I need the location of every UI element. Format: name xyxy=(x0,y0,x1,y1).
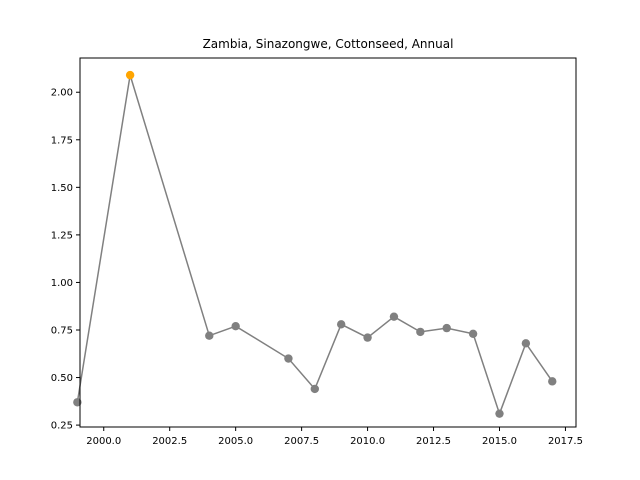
data-point xyxy=(310,384,320,394)
x-tick-label: 2010.0 xyxy=(350,436,385,447)
chart-title: Zambia, Sinazongwe, Cottonseed, Annual xyxy=(203,37,454,51)
data-point xyxy=(389,312,399,321)
y-tick-label: 1.00 xyxy=(51,278,73,289)
x-tick-label: 2005.0 xyxy=(218,436,253,447)
highlighted-data-point xyxy=(125,70,135,80)
y-tick-label: 1.75 xyxy=(51,135,73,146)
axes-frame xyxy=(79,57,577,428)
x-axis: 2000.0 2002.5 2005.0 2007.5 2010.0 2012.5 2015… xyxy=(86,427,583,447)
y-tick-label: 0.75 xyxy=(51,325,73,336)
plot-area xyxy=(73,70,557,418)
data-point xyxy=(284,354,293,363)
data-point xyxy=(548,377,557,386)
data-point xyxy=(363,333,372,342)
data-point xyxy=(521,339,531,348)
data-point xyxy=(442,323,451,333)
x-tick-label: 2015.0 xyxy=(482,436,517,447)
data-point xyxy=(231,321,240,331)
x-tick-label: 2012.5 xyxy=(416,436,451,447)
data-point xyxy=(336,320,346,329)
y-axis: 0.25 0.50 0.75 1.00 1.25 1.50 1.75 2.00 xyxy=(51,88,80,432)
y-tick-label: 0.25 xyxy=(51,421,73,432)
data-point xyxy=(495,409,504,418)
y-tick-label: 2.00 xyxy=(51,88,73,99)
y-tick-label: 1.25 xyxy=(51,230,73,241)
data-point xyxy=(468,329,478,338)
x-tick-label: 2000.0 xyxy=(86,436,121,447)
y-tick-label: 1.50 xyxy=(51,183,73,194)
data-point xyxy=(73,398,82,407)
x-tick-label: 2007.5 xyxy=(284,436,319,447)
x-tick-label: 2017.5 xyxy=(548,436,583,447)
data-point xyxy=(205,331,214,340)
x-tick-label: 2002.5 xyxy=(152,436,187,447)
data-point xyxy=(416,327,425,337)
y-tick-label: 0.50 xyxy=(51,373,73,384)
